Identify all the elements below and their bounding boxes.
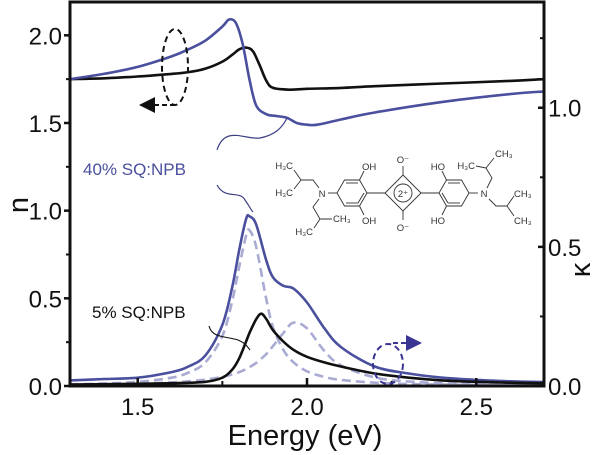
nitrogen-label: N [319,189,326,200]
axes-layer: 1.5 2.0 2.5 0.0 0.5 1.0 1.5 2.0 0.0 0.5 1.0 [29,0,581,421]
methyl-label: CH₃ [514,189,532,200]
series-line--component-2 [69,321,545,387]
annotation-5-percent: 5% SQ:NPB [92,303,186,322]
nitrogen-label: N [481,189,488,200]
y-left-tick-label: 2.0 [29,23,62,50]
methyl-label: H₃C [275,161,293,172]
series-line-n-5-sq-npb [69,46,545,92]
oxygen-bottom: O⁻ [397,223,409,234]
methyl-label: CH₃ [495,149,513,160]
series-layer [69,17,545,387]
series-line--5-sq-npb [69,312,545,386]
y-left-tick-label: 1.5 [29,111,62,138]
annotation-40-connector-bottom [216,184,254,213]
y-axis-left-title: n [3,197,35,213]
hydroxyl-label: HO [431,216,445,227]
y-right-tick-label: 1.0 [548,96,581,123]
squaraine-molecule-structure: 2⁺ O⁻ O⁻ OH OH N H₃C H₃C CH₃ H₃C HO HO N… [275,149,531,238]
methyl-label: CH₃ [514,216,532,227]
x-tick-label: 2.0 [290,394,323,421]
oxygen-top: O⁻ [397,155,409,166]
y-right-tick-label: 0.5 [548,235,581,262]
methyl-label: H₃C [275,188,293,199]
series-line--component-1 [69,228,545,387]
methyl-label: CH₃ [333,214,351,225]
y-left-tick-label: 0.5 [29,286,62,313]
methyl-label: H₃C [457,161,475,172]
y-left-tick-label: 1.0 [29,199,62,226]
y-axis-right-title: κ [565,262,597,277]
methyl-label: H₃C [295,227,313,238]
left-axis-indicator-ellipse [161,28,189,106]
annotation-40-connector-top [216,117,288,151]
x-axis-title: Energy (eV) [228,420,383,452]
right-axis-indicator-ellipse [372,343,404,385]
hydroxyl-label: HO [431,162,445,173]
annotation-40-percent: 40% SQ:NPB [83,160,186,179]
annotation-5-connector [208,325,251,351]
hydroxyl-label: OH [362,216,376,227]
x-tick-label: 1.5 [121,394,154,421]
series-line--40-sq-npb [69,213,545,384]
hydroxyl-label: OH [362,162,376,173]
charge-label: 2⁺ [398,189,408,200]
x-tick-label: 2.5 [460,394,493,421]
y-left-tick-label: 0.0 [29,374,62,401]
y-right-tick-label: 0.0 [548,374,581,401]
series-line-n-40-sq-npb [69,17,545,127]
